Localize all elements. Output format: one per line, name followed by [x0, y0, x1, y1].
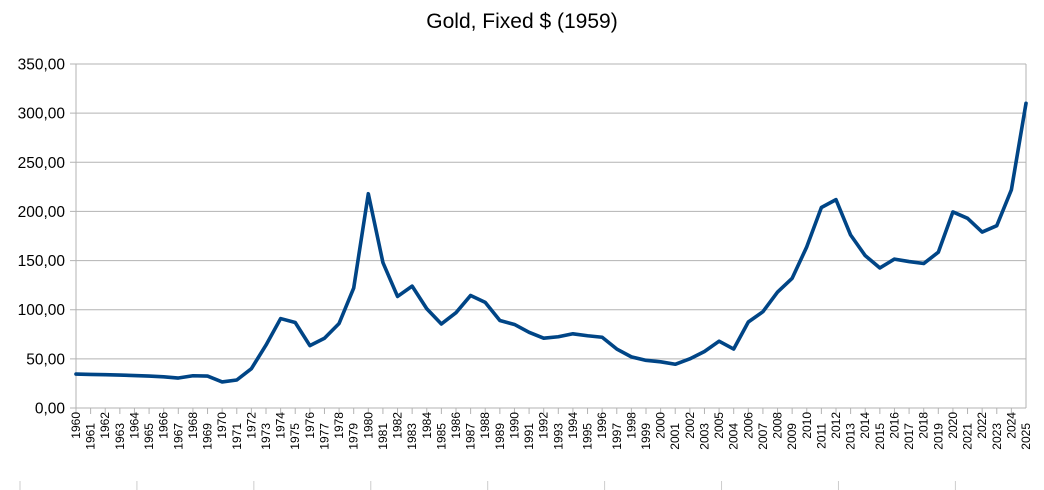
x-tick-label: 1977: [317, 423, 331, 450]
x-tick-label: 1989: [493, 423, 507, 450]
x-tick-label: 2010: [800, 412, 814, 439]
x-tick-label: 1962: [98, 412, 112, 439]
x-tick-label: 1969: [201, 423, 215, 450]
x-tick-label: 1976: [303, 412, 317, 439]
x-tick-label: 1993: [551, 423, 565, 450]
x-tick-label: 2011: [814, 423, 828, 449]
y-tick-label: 50,00: [26, 351, 65, 368]
x-tick-label: 1961: [84, 423, 98, 450]
x-tick-label: 2019: [931, 423, 945, 450]
x-tick-label: 2001: [668, 423, 682, 450]
chart-title: Gold, Fixed $ (1959): [426, 10, 618, 33]
y-tick-label: 250,00: [18, 155, 66, 172]
x-tick-label: 2021: [961, 423, 975, 450]
x-tick-label: 1967: [171, 423, 185, 450]
x-tick-label: 1991: [522, 423, 536, 450]
x-tick-label: 1994: [566, 412, 580, 439]
x-tick-label: 2009: [785, 423, 799, 450]
gridlines: [70, 63, 1027, 409]
x-tick-label: 1996: [595, 412, 609, 439]
x-tick-label: 1982: [391, 412, 405, 439]
x-tick-label: 2002: [683, 412, 697, 439]
x-tick-label: 1965: [142, 423, 156, 450]
x-tick-label: 2007: [756, 423, 770, 450]
y-tick-label: 150,00: [18, 253, 66, 270]
x-tick-label: 2017: [902, 423, 916, 450]
x-tick-label: 1981: [376, 423, 390, 450]
x-tick-label: 1985: [434, 423, 448, 450]
x-tick-label: 1988: [478, 412, 492, 439]
x-tick-label: 2005: [712, 412, 726, 439]
x-tick-label: 1972: [244, 412, 258, 439]
x-tick-label: 1970: [215, 412, 229, 439]
x-tick-label: 2013: [844, 423, 858, 450]
x-tick-label: 2014: [858, 412, 872, 439]
x-tick-label: 1980: [361, 412, 375, 439]
y-tick-label: 0,00: [35, 401, 66, 418]
series-line: [74, 101, 1028, 384]
x-tick-label: 1974: [274, 412, 288, 439]
x-tick-label: 2016: [887, 412, 901, 439]
y-tick-label: 300,00: [18, 106, 66, 123]
x-tick-label: 1984: [420, 412, 434, 439]
x-tick-label: 1998: [624, 412, 638, 439]
x-tick-label: 2003: [697, 423, 711, 450]
x-tick-label: 2025: [1019, 423, 1033, 450]
y-tick-label: 350,00: [18, 57, 66, 74]
series: [74, 101, 1028, 384]
x-tick-label: 1963: [113, 423, 127, 450]
x-tick-label: 1973: [259, 423, 273, 450]
y-axis-ticks: 0,00 50,00 100,00 150,00 200,00 250,00 300,00 3…: [18, 57, 66, 418]
x-tick-label: 2024: [1004, 412, 1018, 439]
axes: [19, 64, 1026, 490]
x-tick-label: 2022: [975, 412, 989, 439]
x-tick-label: 1987: [464, 423, 478, 450]
x-tick-label: 1990: [507, 412, 521, 439]
x-tick-label: 1968: [186, 412, 200, 439]
x-tick-label: 2018: [917, 412, 931, 439]
x-tick-label: 1979: [347, 423, 361, 450]
x-tick-label: 1975: [288, 423, 302, 450]
x-tick-label: 2012: [829, 412, 843, 439]
x-tick-label: 2023: [990, 423, 1004, 450]
x-tick-label: 2006: [741, 412, 755, 439]
x-tick-label: 2015: [873, 423, 887, 450]
x-axis-ticks: 1960 1961 1962 1963 1964 1965 1966 1967 1968 1969…: [69, 412, 1033, 450]
x-tick-label: 1960: [69, 412, 83, 439]
x-tick-label: 1986: [449, 412, 463, 439]
x-tick-label: 1971: [230, 423, 244, 450]
x-tick-label: 1978: [332, 412, 346, 439]
x-tick-label: 2004: [727, 423, 741, 450]
x-tick-label: 2000: [654, 412, 668, 439]
y-tick-label: 200,00: [18, 204, 66, 221]
x-tick-label: 1964: [127, 412, 141, 439]
x-tick-label: 1995: [581, 423, 595, 450]
x-tick-label: 2008: [771, 412, 785, 439]
x-tick-label: 1992: [537, 412, 551, 439]
x-tick-label: 2020: [946, 412, 960, 439]
x-tick-label: 1983: [405, 423, 419, 450]
x-tick-label: 1966: [157, 412, 171, 439]
y-tick-label: 100,00: [18, 302, 66, 319]
x-tick-label: 1997: [610, 423, 624, 450]
x-tick-label: 1999: [639, 423, 653, 450]
